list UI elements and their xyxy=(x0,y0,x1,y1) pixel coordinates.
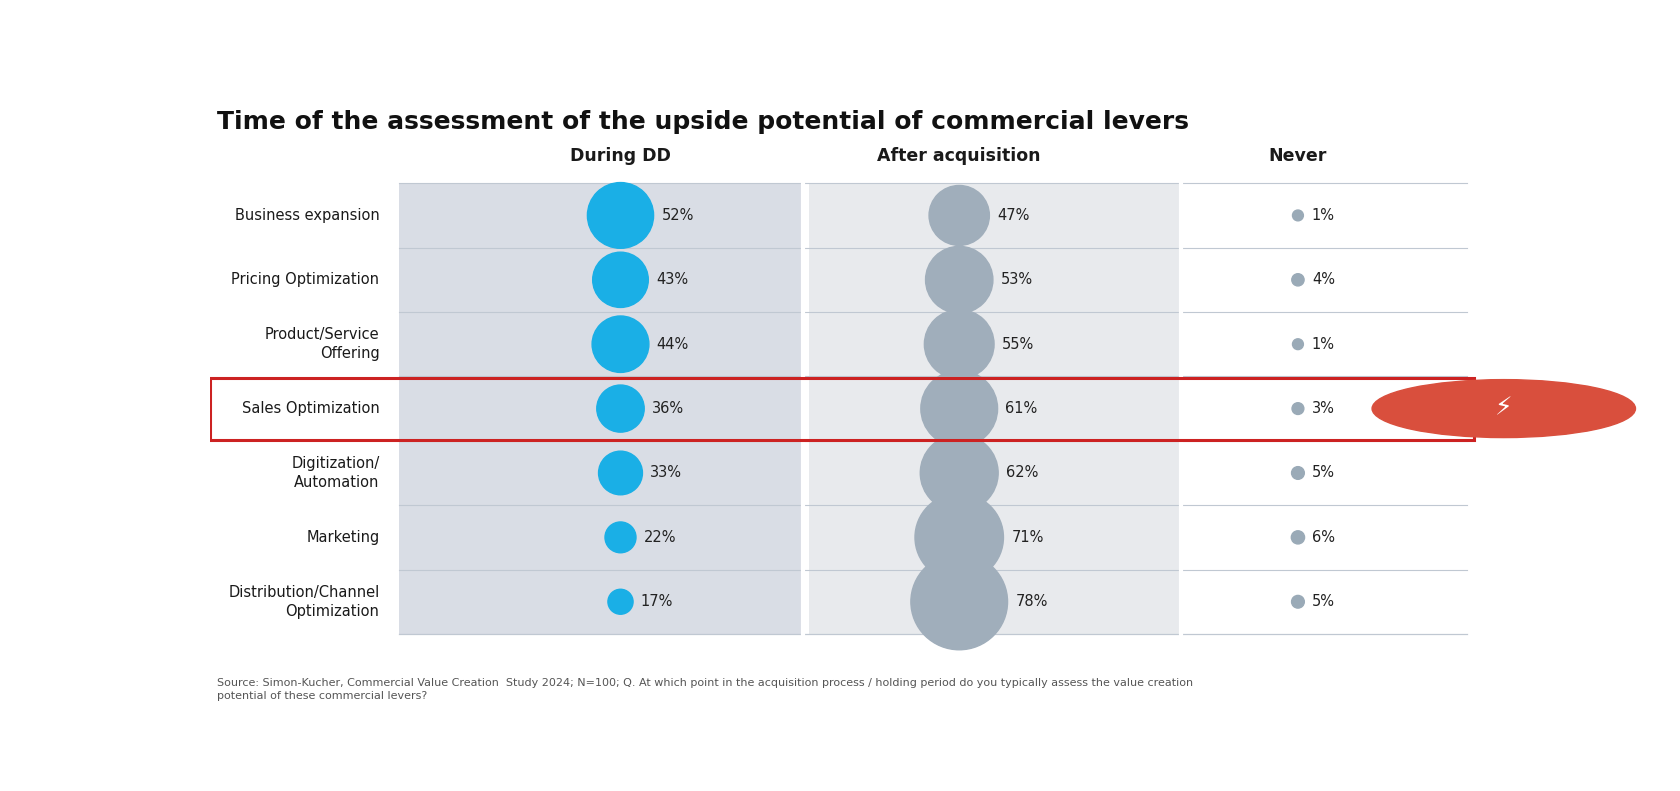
Ellipse shape xyxy=(1371,380,1635,437)
Text: Business expansion: Business expansion xyxy=(235,208,380,223)
Ellipse shape xyxy=(1292,339,1302,350)
Text: Time of the assessment of the upside potential of commercial levers: Time of the assessment of the upside pot… xyxy=(217,110,1188,134)
Text: 78%: 78% xyxy=(1015,594,1047,609)
Ellipse shape xyxy=(1290,531,1304,544)
Text: Never: Never xyxy=(1268,147,1326,165)
FancyBboxPatch shape xyxy=(398,184,803,634)
Ellipse shape xyxy=(586,183,654,248)
Ellipse shape xyxy=(924,309,993,379)
Text: ⚡: ⚡ xyxy=(1494,396,1512,421)
FancyBboxPatch shape xyxy=(810,184,1179,634)
Text: 44%: 44% xyxy=(657,337,689,352)
Text: 4%: 4% xyxy=(1310,272,1334,287)
Text: 17%: 17% xyxy=(640,594,674,609)
Text: 55%: 55% xyxy=(1001,337,1033,352)
Text: 1%: 1% xyxy=(1310,208,1334,223)
Text: 6%: 6% xyxy=(1312,530,1334,545)
Ellipse shape xyxy=(919,434,998,512)
Ellipse shape xyxy=(596,385,643,432)
Text: During DD: During DD xyxy=(570,147,670,165)
Ellipse shape xyxy=(1290,467,1304,479)
Text: 3%: 3% xyxy=(1310,401,1334,416)
Ellipse shape xyxy=(608,589,633,615)
Text: Product/Service
Offering: Product/Service Offering xyxy=(265,327,380,361)
Text: 1%: 1% xyxy=(1310,337,1334,352)
Text: 53%: 53% xyxy=(1000,272,1032,287)
Text: 52%: 52% xyxy=(660,208,694,223)
Ellipse shape xyxy=(914,494,1003,581)
Ellipse shape xyxy=(605,522,635,553)
Ellipse shape xyxy=(1292,403,1304,414)
Ellipse shape xyxy=(1290,596,1304,608)
Text: 33%: 33% xyxy=(650,465,682,480)
Text: Pricing Optimization: Pricing Optimization xyxy=(232,272,380,287)
Ellipse shape xyxy=(591,316,648,373)
Text: 5%: 5% xyxy=(1312,465,1334,480)
Text: 36%: 36% xyxy=(652,401,684,416)
Text: 43%: 43% xyxy=(655,272,687,287)
Text: After acquisition: After acquisition xyxy=(877,147,1040,165)
Text: Source: Simon-Kucher, Commercial Value Creation  Study 2024; N=100; Q. At which : Source: Simon-Kucher, Commercial Value C… xyxy=(217,678,1193,701)
Text: 61%: 61% xyxy=(1005,401,1037,416)
Text: 62%: 62% xyxy=(1005,465,1038,480)
Ellipse shape xyxy=(921,370,996,447)
Text: Marketing: Marketing xyxy=(306,530,380,545)
Text: 5%: 5% xyxy=(1312,594,1334,609)
Ellipse shape xyxy=(911,554,1006,649)
Text: Distribution/Channel
Optimization: Distribution/Channel Optimization xyxy=(228,585,380,619)
Ellipse shape xyxy=(929,185,990,245)
Text: 71%: 71% xyxy=(1011,530,1043,545)
Text: Digitization/
Automation: Digitization/ Automation xyxy=(291,456,380,490)
Text: Sales Optimization: Sales Optimization xyxy=(242,401,380,416)
Ellipse shape xyxy=(598,451,642,495)
Ellipse shape xyxy=(1290,274,1304,286)
Text: 47%: 47% xyxy=(996,208,1028,223)
Ellipse shape xyxy=(593,252,648,308)
Text: 22%: 22% xyxy=(643,530,675,545)
Ellipse shape xyxy=(1292,210,1302,221)
Ellipse shape xyxy=(926,246,993,313)
